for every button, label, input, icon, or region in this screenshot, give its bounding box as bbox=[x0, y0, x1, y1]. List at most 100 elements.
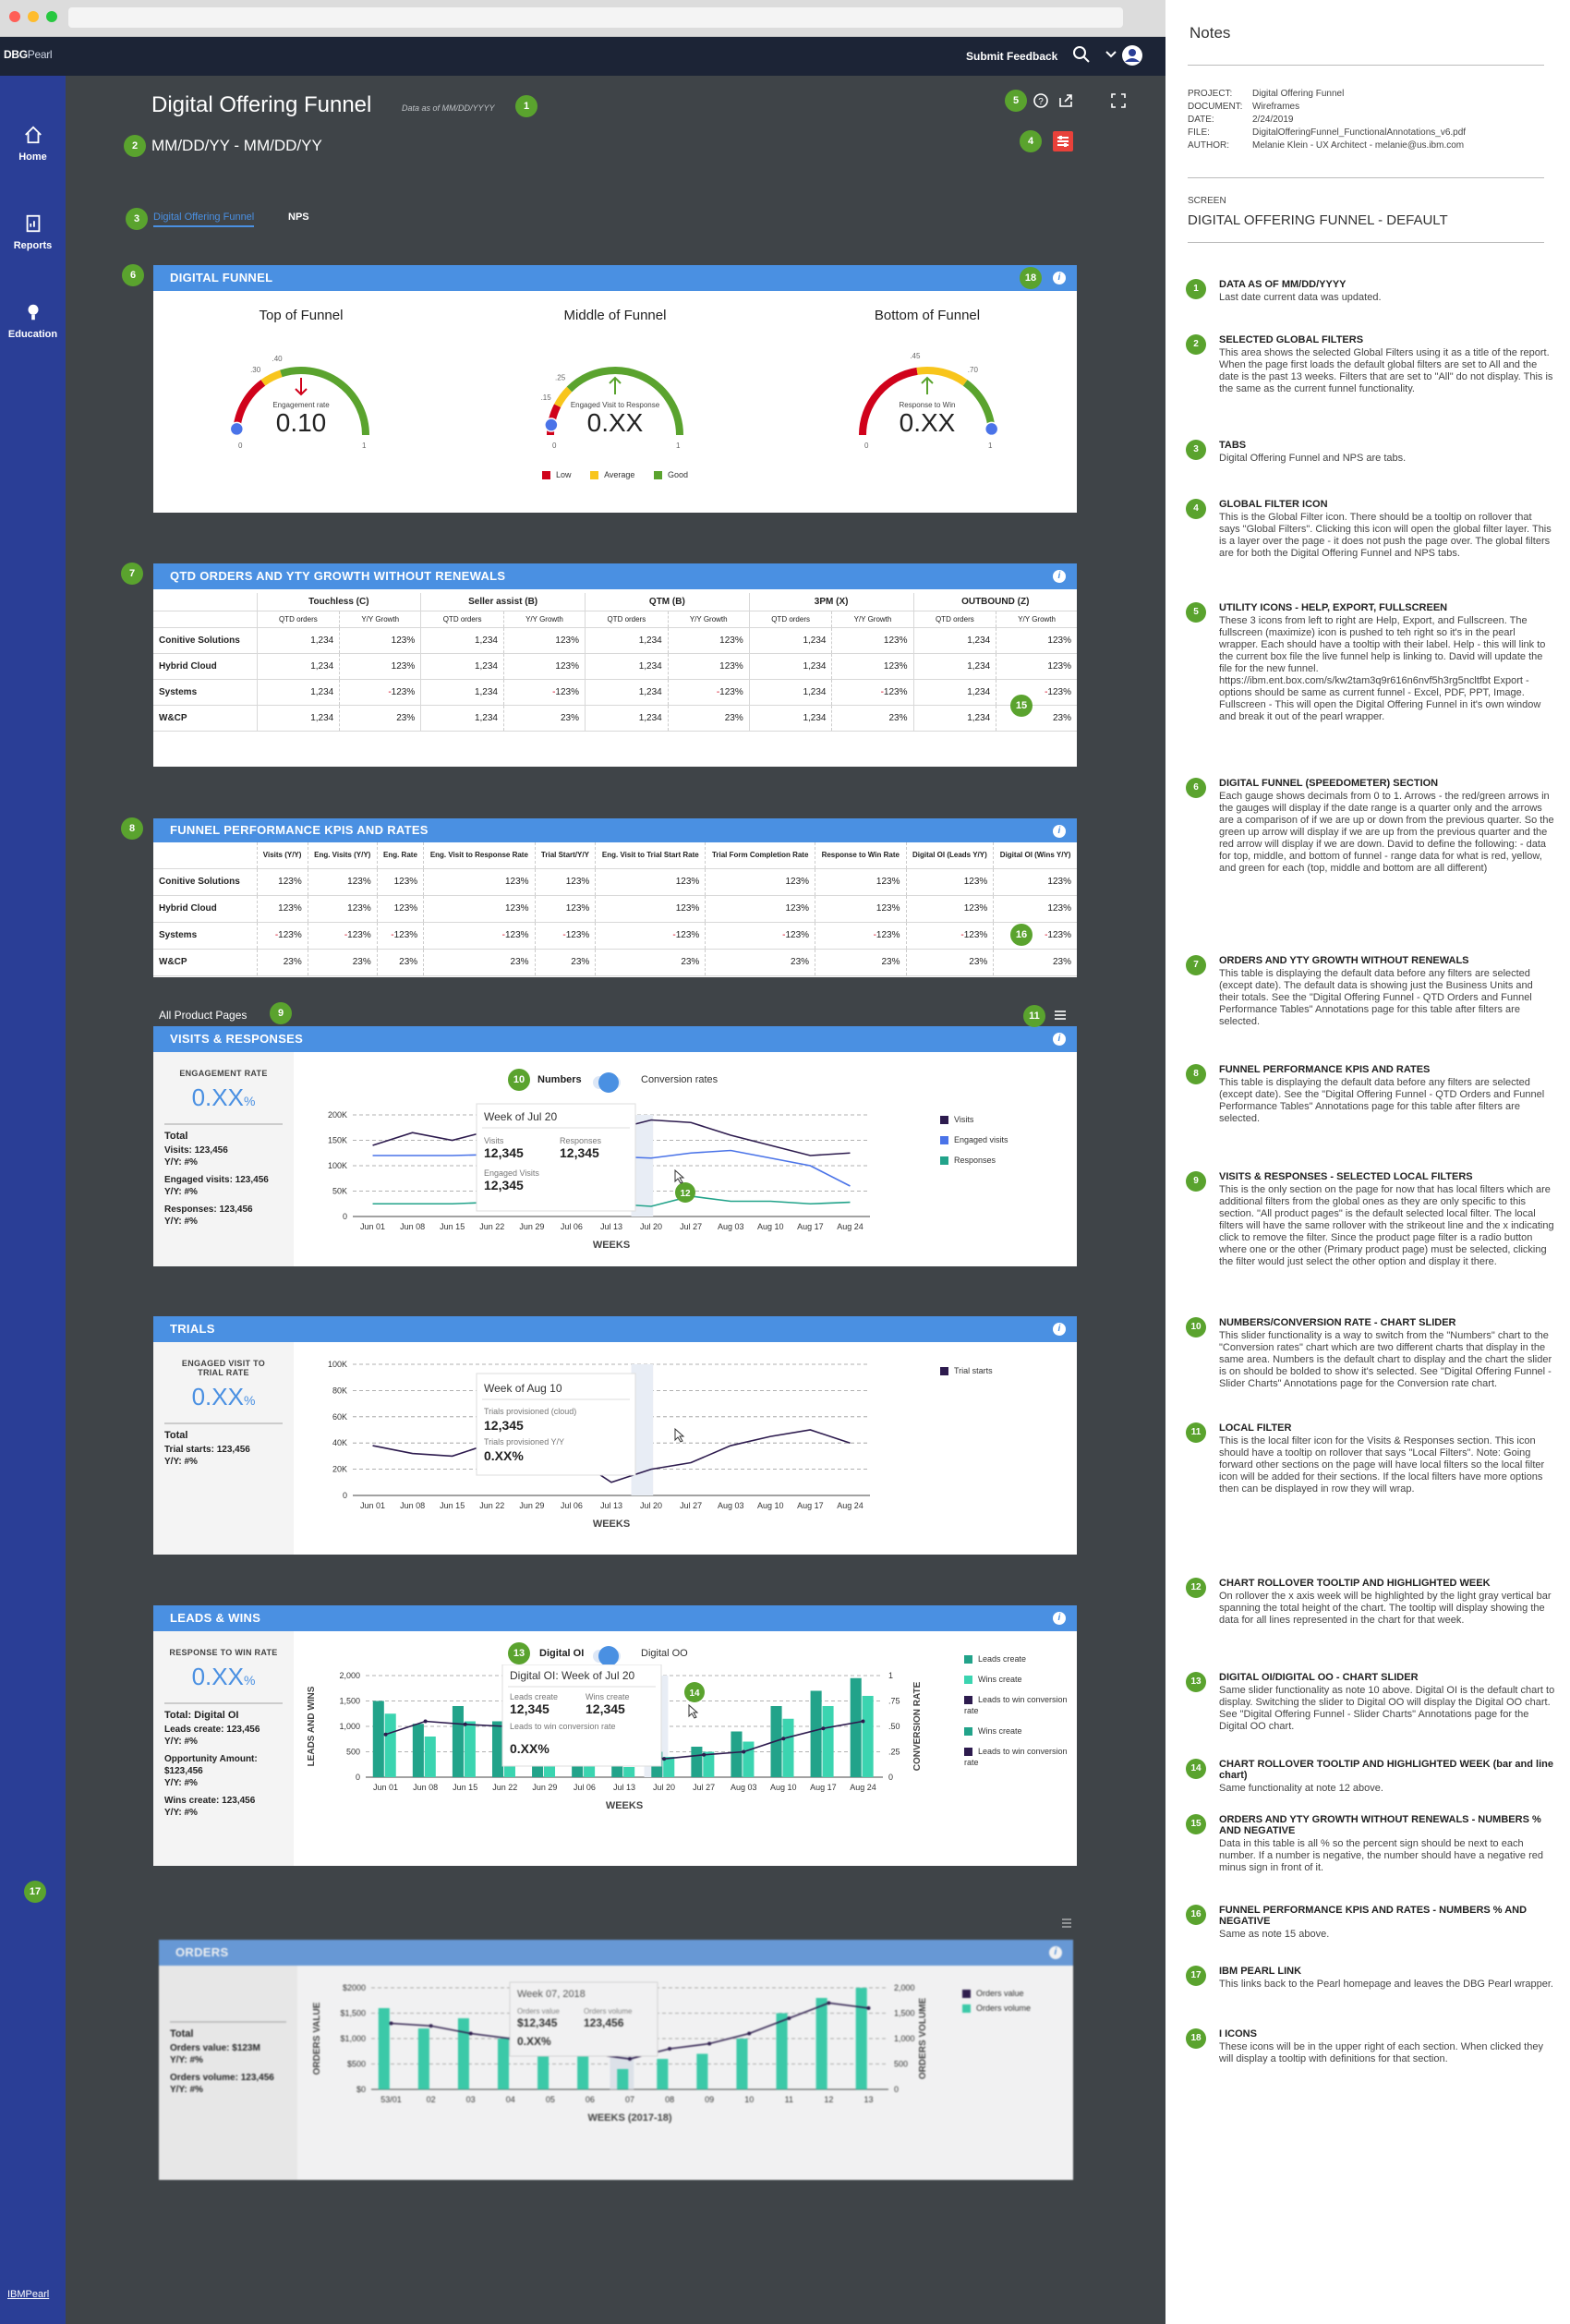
x-tick-label: Jul 27 bbox=[680, 1501, 702, 1510]
chevron-down-icon[interactable] bbox=[1105, 50, 1117, 59]
gauge-needle-knob bbox=[229, 421, 245, 437]
home-icon bbox=[24, 126, 42, 144]
qtd-orders-header: QTD ORDERS AND YTY GROWTH WITHOUT RENEWA… bbox=[153, 563, 1077, 589]
nav-reports[interactable]: Reports bbox=[0, 212, 66, 251]
qtd-group-header: OUTBOUND (Z) bbox=[912, 593, 1077, 611]
user-avatar-icon[interactable] bbox=[1121, 44, 1143, 67]
table-cell: 1,234 bbox=[420, 653, 504, 680]
annotation-marker-11: 11 bbox=[1023, 1005, 1045, 1027]
table-cell: -123% bbox=[534, 922, 596, 950]
minimize-window-button[interactable] bbox=[28, 11, 39, 22]
table-cell: 23% bbox=[256, 949, 308, 976]
local-filter-icon[interactable] bbox=[1060, 1916, 1073, 1929]
submit-feedback-link[interactable]: Submit Feedback bbox=[966, 50, 1058, 63]
legend-item: Orders value bbox=[962, 1986, 1031, 2001]
orders-chart[interactable]: $0 0 $500 500 $1,000 1,000 $1,500 1,500 $2000 2,0… bbox=[307, 1977, 953, 2178]
global-filter-button[interactable] bbox=[1053, 131, 1073, 151]
notes-divider bbox=[1188, 65, 1544, 66]
info-icon[interactable]: i bbox=[1053, 825, 1066, 838]
annotation-marker-12-label: 12 bbox=[680, 1189, 691, 1199]
note-item: 9 VISITS & RESPONSES - SELECTED LOCAL FIL… bbox=[1186, 1171, 1555, 1268]
toggle-numbers-label[interactable]: Numbers bbox=[537, 1074, 582, 1085]
close-window-button[interactable] bbox=[9, 11, 20, 22]
table-cell: 23% bbox=[307, 949, 378, 976]
legend-item: Visits bbox=[940, 1109, 1008, 1130]
fullscreen-icon[interactable] bbox=[1110, 92, 1127, 109]
x-tick-label: Aug 03 bbox=[718, 1222, 744, 1231]
gauge-low-arc bbox=[859, 367, 918, 436]
qtd-sub-header: QTD orders bbox=[585, 611, 669, 628]
table-cell: 123% bbox=[815, 868, 906, 896]
local-filter-icon[interactable] bbox=[1053, 1008, 1068, 1023]
nav-education[interactable]: Education bbox=[0, 301, 66, 340]
y-tick-label: 0 bbox=[343, 1212, 347, 1221]
bar-wins-create bbox=[782, 1718, 794, 1777]
right-tick-label: .75 bbox=[888, 1697, 900, 1706]
gauge-zero: 0 bbox=[238, 442, 243, 450]
table-cell: 1,234 bbox=[420, 679, 504, 706]
legend-swatch bbox=[964, 1676, 972, 1685]
table-cell: 123% bbox=[705, 895, 815, 923]
maximize-window-button[interactable] bbox=[46, 11, 57, 22]
x-tick-label: 10 bbox=[744, 2095, 754, 2104]
x-tick-label: Jun 15 bbox=[440, 1222, 465, 1231]
info-icon[interactable]: i bbox=[1053, 272, 1066, 284]
address-bar[interactable] bbox=[68, 7, 1123, 28]
search-icon[interactable] bbox=[1071, 44, 1092, 65]
legend-swatch bbox=[964, 1727, 972, 1737]
education-icon bbox=[28, 304, 38, 321]
tab-digital-offering-funnel[interactable]: Digital Offering Funnel bbox=[153, 212, 255, 227]
toggle-digital-oi-label[interactable]: Digital OI bbox=[539, 1648, 585, 1659]
line-point bbox=[423, 1719, 428, 1724]
legend-good: Good bbox=[667, 470, 688, 479]
leads-wins-chart[interactable]: 0 0 500 .25 1,000 .50 1,500 .75 2,000 1 Jun 01 Jun … bbox=[301, 1664, 948, 1866]
highlighted-week bbox=[631, 1364, 654, 1495]
note-title: TABS bbox=[1219, 440, 1247, 451]
tooltip-title: Week 07, 2018 bbox=[517, 1989, 586, 2000]
help-icon[interactable]: ? bbox=[1033, 92, 1049, 109]
line-point bbox=[827, 2001, 831, 2005]
metric-value: 0.XX% bbox=[153, 1083, 294, 1112]
bar-wins-create bbox=[703, 1751, 715, 1777]
ibm-pearl-link[interactable]: IBMPearl bbox=[7, 2289, 50, 2300]
visits-chart[interactable]: 0 50K 100K 150K 200K Jun 01 Jun 08 Jun 15 Jun 22… bbox=[307, 1100, 1064, 1266]
note-body: This table is displaying the default dat… bbox=[1219, 968, 1533, 1027]
total-line: Trial starts: 123,456 bbox=[164, 1445, 250, 1455]
local-filter-chip[interactable]: All Product Pages bbox=[159, 1009, 248, 1022]
gauge-tick-label: .40 bbox=[272, 355, 283, 363]
table-cell: 1,234 bbox=[256, 705, 340, 732]
left-sidebar: Home Reports Education IBMPearl bbox=[0, 76, 66, 2324]
series-line-trial-starts bbox=[372, 1429, 851, 1483]
info-icon[interactable]: i bbox=[1053, 1033, 1066, 1046]
trials-chart[interactable]: 0 20K 40K 60K 80K 100K Jun 01 Jun 08 Jun 15 Jun 2… bbox=[307, 1353, 1064, 1552]
y-tick-label: $0 bbox=[356, 2085, 366, 2094]
gauge-tick-label: .30 bbox=[250, 366, 261, 374]
note-item: 12 CHART ROLLOVER TOOLTIP AND HIGHLIGHTED… bbox=[1186, 1578, 1555, 1627]
metric-number: 0.XX bbox=[191, 1083, 244, 1111]
annotation-marker-18: 18 bbox=[1020, 267, 1042, 289]
y-tick-label: 2,000 bbox=[339, 1671, 360, 1680]
meta-value: Digital Offering Funnel bbox=[1252, 89, 1345, 99]
table-cell: -123% bbox=[831, 679, 913, 706]
note-title: CHART ROLLOVER TOOLTIP AND HIGHLIGHTED W… bbox=[1219, 1759, 1553, 1781]
tab-nps[interactable]: NPS bbox=[288, 212, 309, 223]
note-body: Same slider functionality as note 10 abo… bbox=[1219, 1685, 1555, 1732]
line-point bbox=[861, 1719, 865, 1724]
info-icon[interactable]: i bbox=[1053, 1612, 1066, 1625]
table-cell: -123% bbox=[667, 679, 750, 706]
info-icon[interactable]: i bbox=[1049, 1946, 1062, 1959]
qtd-orders-panel: QTD ORDERS AND YTY GROWTH WITHOUT RENEWA… bbox=[153, 563, 1077, 767]
y-tick-label: 100K bbox=[328, 1360, 347, 1369]
numbers-conversion-toggle[interactable] bbox=[593, 1072, 621, 1093]
dbg-pearl-logo[interactable]: DBGPearl bbox=[4, 48, 53, 61]
info-icon[interactable]: i bbox=[1053, 1323, 1066, 1336]
toggle-conversion-label[interactable]: Conversion rates bbox=[641, 1074, 719, 1085]
info-icon[interactable]: i bbox=[1053, 570, 1066, 583]
nav-home[interactable]: Home bbox=[0, 124, 66, 163]
export-icon[interactable] bbox=[1057, 92, 1074, 109]
x-tick-label: Aug 03 bbox=[718, 1501, 744, 1510]
toggle-digital-oo-label[interactable]: Digital OO bbox=[641, 1648, 688, 1659]
digital-oi-oo-toggle[interactable] bbox=[593, 1646, 621, 1666]
bar-orders-volume bbox=[736, 2039, 748, 2089]
